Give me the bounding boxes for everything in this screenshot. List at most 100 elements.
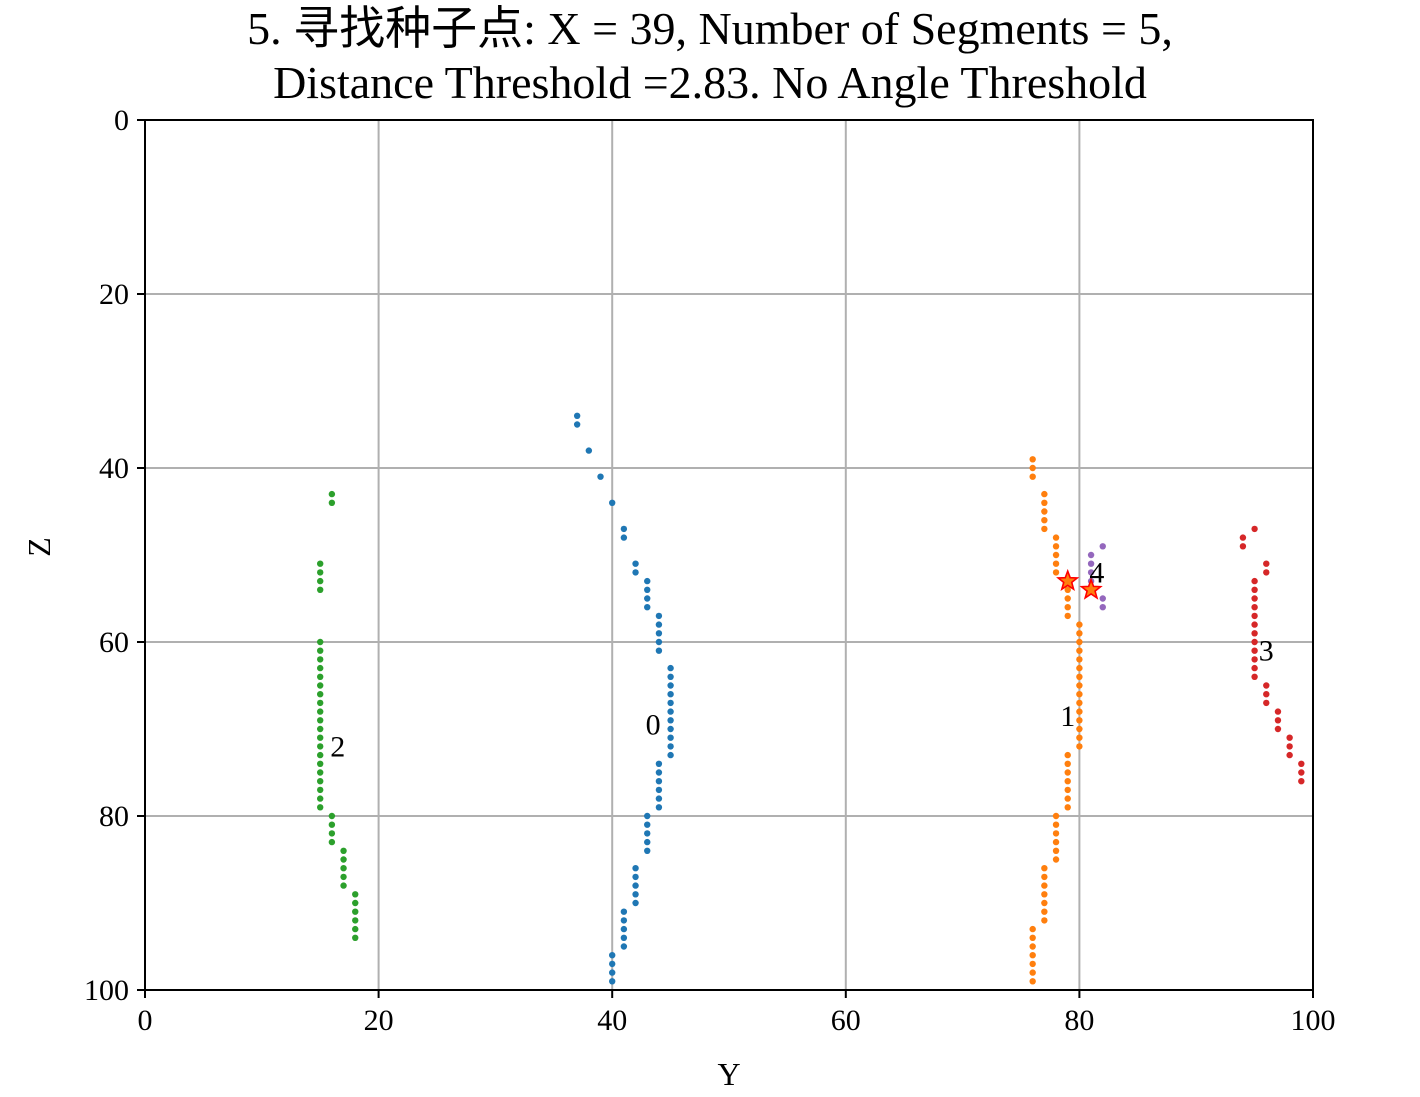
data-point (632, 865, 639, 872)
data-point (655, 612, 663, 620)
data-point (328, 812, 336, 820)
data-point (655, 769, 663, 776)
data-point (632, 891, 639, 898)
x-tick-label: 80 (1064, 1004, 1094, 1037)
data-point (667, 743, 674, 750)
data-point (1251, 604, 1258, 611)
data-point (644, 847, 651, 854)
data-point (1099, 543, 1106, 550)
data-point (1029, 978, 1036, 985)
data-point (573, 412, 581, 419)
x-tick-label: 100 (1291, 1004, 1336, 1037)
data-point (1076, 647, 1083, 654)
data-point (1076, 673, 1083, 680)
data-point (620, 934, 628, 941)
data-point (1064, 612, 1071, 620)
data-point (1052, 821, 1060, 828)
data-point (317, 569, 324, 576)
data-point (340, 847, 347, 854)
data-point (352, 925, 359, 933)
data-point (644, 604, 651, 611)
data-point (352, 908, 359, 915)
data-point (317, 804, 324, 811)
data-point (328, 830, 336, 837)
data-point (620, 925, 628, 933)
data-point (1076, 699, 1083, 707)
y-tick-label: 20 (99, 278, 129, 311)
data-point (1076, 664, 1083, 672)
data-point (1064, 786, 1071, 794)
data-point (1274, 708, 1282, 715)
data-point (597, 473, 604, 480)
data-point (1029, 943, 1036, 950)
data-point (317, 743, 324, 750)
data-point (655, 760, 663, 767)
data-point (1041, 490, 1048, 498)
data-point (340, 873, 347, 881)
segment-label: 1 (1060, 700, 1075, 733)
data-point (609, 499, 616, 506)
data-point (667, 734, 674, 741)
data-point (317, 664, 324, 672)
data-point (667, 682, 674, 689)
data-point (1052, 838, 1060, 846)
data-point (1041, 891, 1048, 898)
series-1 (1029, 456, 1083, 985)
data-point (1298, 760, 1305, 767)
data-point (1052, 551, 1060, 559)
data-point (317, 769, 324, 776)
data-point (1041, 525, 1048, 533)
data-point (655, 795, 663, 802)
data-point (1251, 595, 1258, 602)
data-point (1041, 873, 1048, 881)
data-point (1076, 743, 1083, 750)
data-point (1263, 691, 1270, 698)
data-point (1064, 604, 1071, 611)
data-point (1029, 969, 1036, 976)
data-point (328, 821, 336, 828)
data-point (1052, 847, 1060, 854)
data-point (1041, 865, 1048, 872)
data-point (1029, 464, 1036, 472)
data-point (644, 830, 651, 837)
data-point (1251, 664, 1258, 672)
data-point (1041, 899, 1048, 907)
data-point (1099, 595, 1106, 602)
data-point (620, 917, 628, 924)
data-point (609, 952, 616, 959)
data-point (1274, 717, 1282, 724)
data-point (620, 908, 628, 915)
grid-lines (144, 119, 1314, 991)
data-point (644, 586, 651, 593)
data-point (1251, 586, 1258, 593)
data-point (317, 760, 324, 767)
data-point (655, 630, 663, 637)
data-point (328, 838, 336, 846)
data-point (340, 882, 347, 889)
data-point (340, 865, 347, 872)
data-point (609, 960, 616, 968)
data-point (1052, 812, 1060, 820)
data-point (655, 647, 663, 654)
data-point (352, 934, 359, 941)
data-point (1251, 621, 1258, 628)
seed-point-star (1079, 577, 1103, 600)
data-point (609, 978, 616, 985)
data-point (1041, 917, 1048, 924)
data-point (632, 560, 639, 567)
data-point (1251, 673, 1258, 680)
x-axis-label: Y (717, 1056, 740, 1092)
x-tick-label: 0 (138, 1004, 153, 1037)
data-point (317, 560, 324, 567)
data-point (1263, 560, 1270, 567)
data-point (1087, 551, 1095, 559)
series-0 (573, 412, 674, 985)
data-point (655, 638, 663, 646)
data-point (1064, 795, 1071, 802)
data-point (317, 638, 324, 646)
data-point (644, 838, 651, 846)
seed-point-star (1056, 568, 1080, 592)
chart-subtitle: Distance Threshold =2.83. No Angle Thres… (273, 57, 1147, 108)
